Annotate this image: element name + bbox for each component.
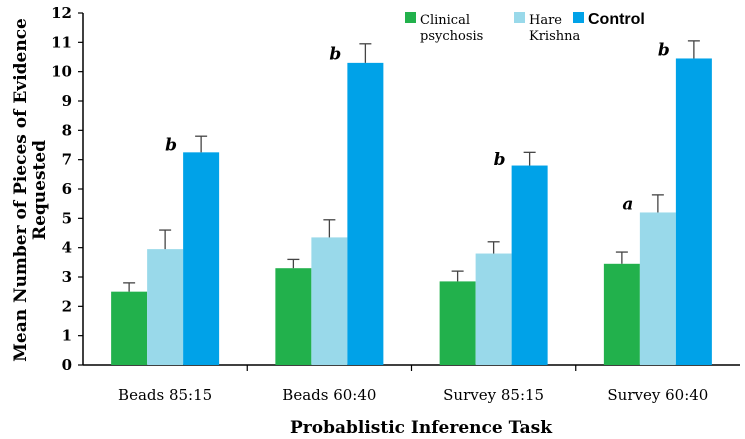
significance-annotation: a [622, 195, 633, 215]
x-tick-label: Beads 85:15 [118, 386, 212, 404]
y-tick-label: 8 [62, 121, 72, 139]
legend-label: Krishna [529, 29, 581, 44]
significance-annotation: b [329, 44, 341, 64]
bar [275, 268, 312, 365]
x-tick-label: Survey 60:40 [607, 386, 708, 404]
legend-label: Hare [529, 13, 562, 28]
legend-label: psychosis [420, 29, 483, 44]
bar [111, 291, 148, 365]
y-tick-label: 7 [62, 151, 72, 169]
bar [311, 237, 348, 365]
annotations: b b b b a [165, 41, 670, 215]
x-tick-label: Survey 85:15 [443, 386, 544, 404]
legend-label: Control [588, 11, 645, 28]
y-tick-label: 4 [62, 239, 72, 257]
bar [511, 165, 548, 365]
x-tick-label: Beads 60:40 [282, 386, 376, 404]
bar [675, 58, 712, 365]
y-tick-label: 5 [62, 209, 72, 227]
y-tick-label: 3 [62, 268, 72, 286]
bar [639, 212, 676, 365]
bar [475, 253, 512, 365]
y-tick-label: 1 [62, 327, 72, 345]
legend-swatch [573, 12, 584, 23]
y-tick-label: 9 [62, 92, 72, 110]
y-axis-title-line-2: Requested [30, 140, 50, 240]
bar [603, 263, 640, 365]
significance-annotation: b [494, 150, 506, 170]
y-tick-label: 12 [51, 4, 72, 22]
bar [183, 152, 220, 365]
y-tick-label: 2 [62, 297, 72, 315]
y-tick-label: 10 [51, 63, 72, 81]
y-axis-title-line-1: Mean Number of Pieces of Evidence [11, 18, 31, 362]
bars [111, 40, 712, 365]
x-axis-title: Probablistic Inference Task [290, 418, 553, 438]
legend-swatch [405, 12, 416, 23]
y-tick-label: 0 [62, 356, 72, 374]
legend-label: Clinical [420, 13, 470, 28]
y-tick-label: 6 [62, 180, 72, 198]
bar [147, 249, 184, 365]
significance-annotation: b [658, 41, 670, 61]
legend-swatch [514, 12, 525, 23]
significance-annotation: b [165, 135, 177, 155]
bar [347, 62, 384, 365]
y-tick-label: 11 [51, 33, 72, 51]
bar [439, 281, 476, 365]
